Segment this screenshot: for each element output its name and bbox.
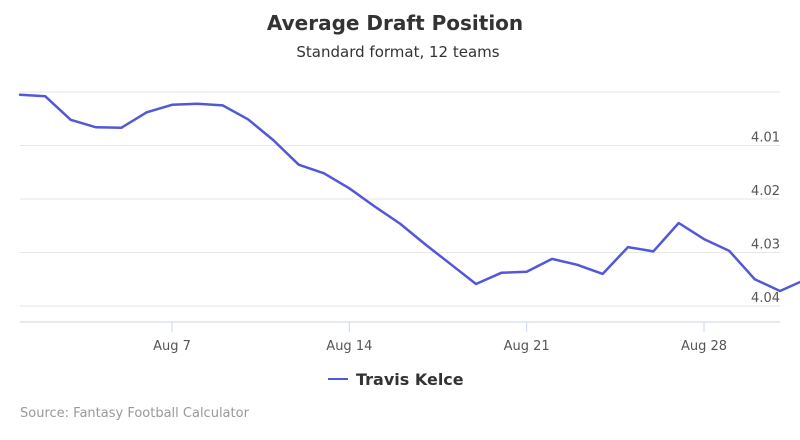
data-point[interactable]: [348, 187, 351, 190]
y-tick-label: 4.02: [751, 184, 780, 199]
data-point[interactable]: [323, 172, 325, 175]
data-point[interactable]: [652, 250, 655, 253]
data-point[interactable]: [728, 250, 731, 252]
data-point[interactable]: [475, 283, 477, 285]
x-axis: Aug 7 Aug 14 Aug 21 Aug 28: [153, 322, 727, 354]
legend[interactable]: Travis Kelce: [328, 370, 464, 389]
data-point[interactable]: [779, 290, 781, 292]
data-point[interactable]: [221, 104, 224, 107]
data-point[interactable]: [677, 222, 680, 224]
x-tick-label: Aug 7: [153, 339, 191, 354]
data-point[interactable]: [247, 118, 249, 121]
chart-title: Average Draft Position: [267, 11, 523, 35]
x-tick-label: Aug 21: [504, 339, 550, 354]
data-point[interactable]: [373, 205, 376, 208]
data-point[interactable]: [449, 263, 452, 266]
y-axis: 4.01 4.02 4.03 4.04: [751, 130, 780, 305]
data-point[interactable]: [399, 222, 401, 225]
series-line[interactable]: [18, 93, 800, 293]
data-point[interactable]: [272, 139, 275, 142]
data-point[interactable]: [69, 118, 72, 121]
data-point[interactable]: [95, 126, 97, 129]
series-travis-kelce[interactable]: [18, 93, 800, 293]
chart-subtitle: Standard format, 12 teams: [296, 43, 499, 61]
data-point[interactable]: [576, 263, 579, 266]
grid: [20, 91, 780, 307]
data-point[interactable]: [601, 273, 604, 275]
data-point[interactable]: [627, 246, 629, 249]
data-point[interactable]: [44, 95, 47, 98]
y-tick-label: 4.01: [751, 130, 780, 145]
data-point[interactable]: [297, 163, 300, 166]
data-point[interactable]: [196, 102, 199, 105]
x-tick-label: Aug 14: [326, 339, 372, 354]
data-point[interactable]: [551, 258, 553, 260]
source-credit: Source: Fantasy Football Calculator: [20, 406, 250, 421]
data-point[interactable]: [424, 243, 427, 246]
data-point[interactable]: [120, 126, 123, 129]
data-point[interactable]: [703, 238, 705, 241]
y-tick-label: 4.03: [751, 237, 780, 252]
data-point[interactable]: [145, 111, 148, 114]
data-point[interactable]: [500, 271, 503, 274]
data-point[interactable]: [171, 103, 173, 106]
x-tick-label: Aug 28: [681, 339, 727, 354]
data-point[interactable]: [19, 93, 21, 96]
legend-label[interactable]: Travis Kelce: [356, 370, 464, 389]
y-tick-label: 4.04: [751, 291, 780, 306]
data-point[interactable]: [525, 270, 528, 273]
data-point[interactable]: [753, 278, 756, 281]
